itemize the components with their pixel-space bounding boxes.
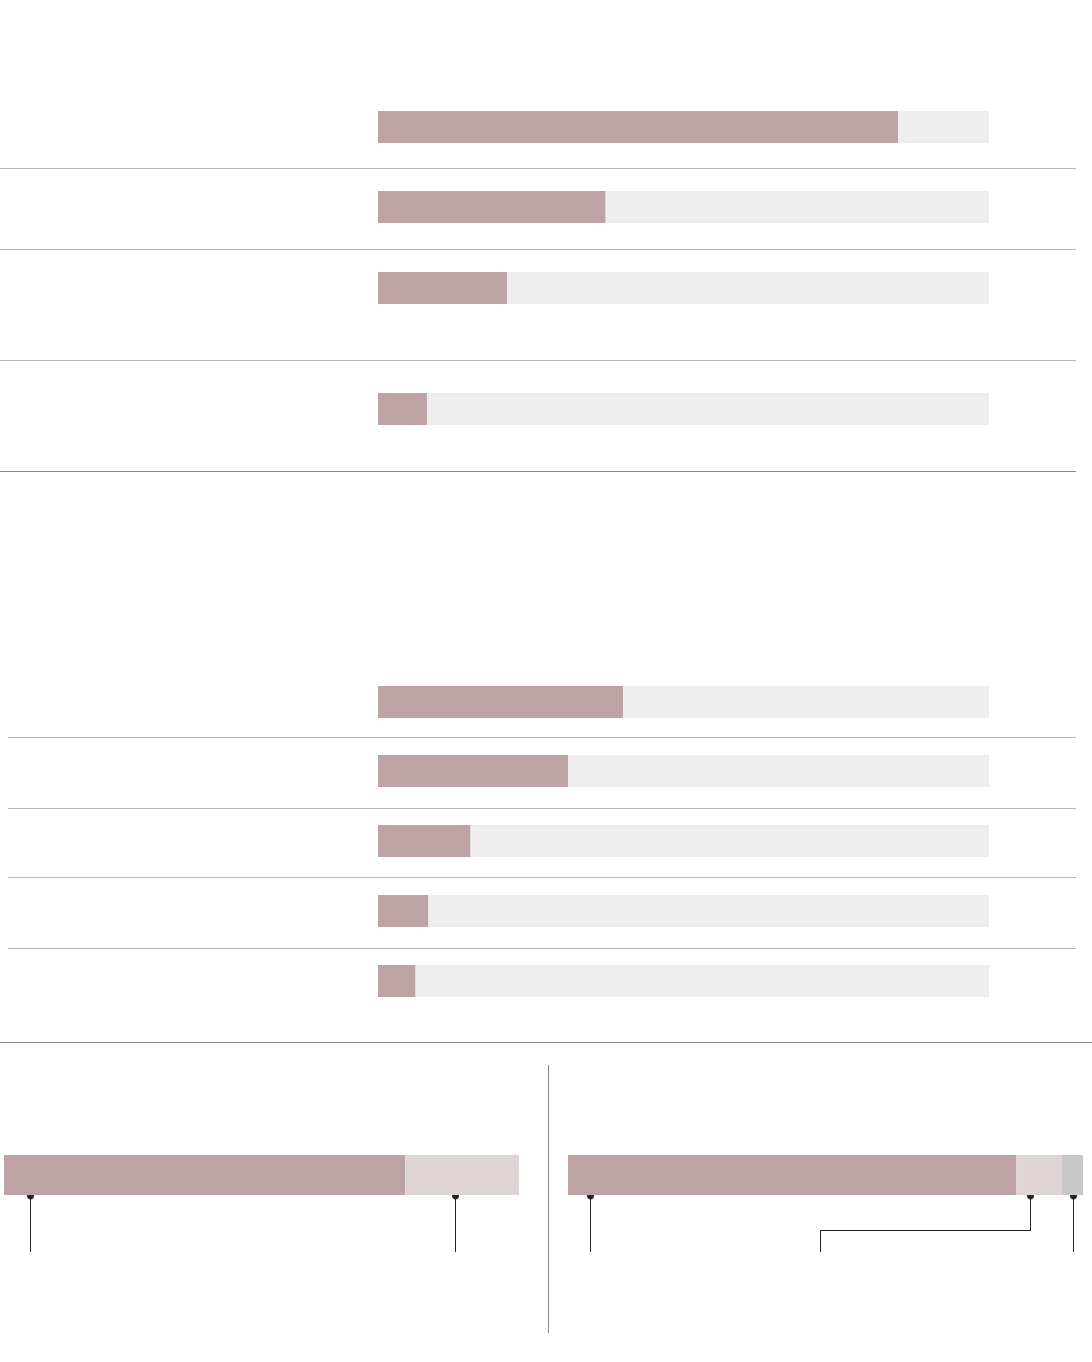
bar <box>378 965 416 997</box>
bar-segment <box>568 1155 1017 1195</box>
bar-track <box>378 393 989 425</box>
bar <box>378 191 606 223</box>
leaders <box>27 1192 1077 1252</box>
bar <box>378 895 429 927</box>
bar <box>378 686 624 718</box>
bar-track <box>378 895 989 927</box>
bar <box>378 111 898 143</box>
bar-segment <box>1061 1155 1083 1195</box>
bar <box>378 272 507 304</box>
bar <box>378 825 471 857</box>
bar-track <box>378 825 989 857</box>
bar <box>378 755 569 787</box>
leader-line <box>820 1196 1031 1252</box>
bar-segment <box>1016 1155 1062 1195</box>
bar-segment <box>4 1155 406 1195</box>
bar-segment <box>405 1155 519 1195</box>
bar-track <box>378 965 989 997</box>
bar <box>378 393 427 425</box>
separators <box>0 168 1092 1333</box>
